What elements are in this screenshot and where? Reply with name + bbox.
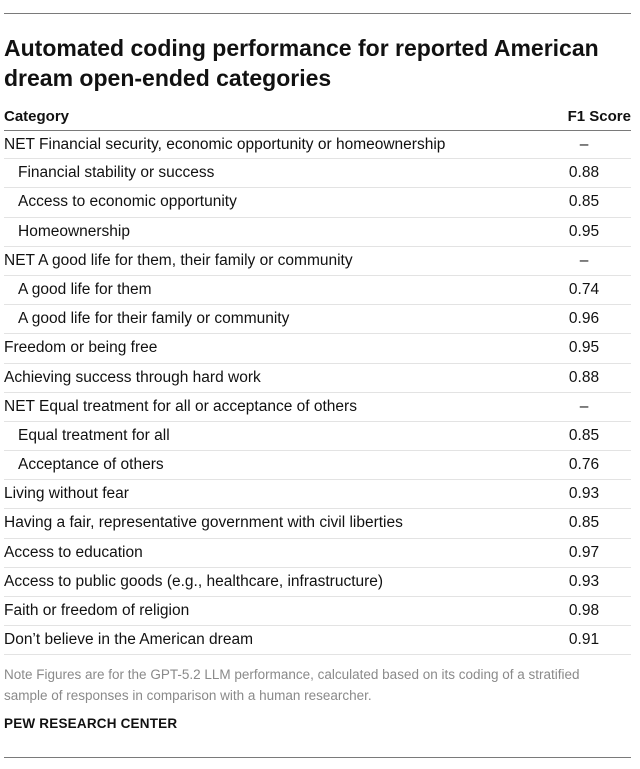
top-divider: [4, 13, 631, 14]
table-row: NET Financial security, economic opportu…: [4, 130, 631, 160]
table-row: Access to education 0.97: [4, 539, 631, 568]
row-category: Living without fear: [4, 485, 129, 503]
row-score: 0.95: [568, 339, 600, 357]
row-score: 0.88: [568, 368, 600, 386]
row-score: 0.98: [568, 602, 600, 619]
row-score: 0.85: [568, 193, 600, 211]
table-row: A good life for their family or communit…: [4, 305, 631, 335]
table-row: Freedom or being free 0.95: [4, 334, 631, 364]
row-score: –: [579, 397, 589, 415]
table-row: Faith or freedom of religion 0.98: [4, 597, 631, 627]
table-row: Access to public goods (e.g., healthcare…: [4, 568, 631, 597]
table-row: Financial stability or success 0.88: [4, 159, 631, 189]
row-category: Homeownership: [18, 222, 130, 240]
row-category: A good life for them: [18, 280, 152, 298]
header-score: F1 Score: [567, 108, 631, 125]
table-row: Having a fair, representative government…: [4, 509, 631, 539]
table-body: NET Financial security, economic opportu…: [4, 130, 631, 656]
table-row: Access to economic opportunity 0.85: [4, 188, 631, 218]
table-row: Equal treatment for all 0.85: [4, 422, 631, 452]
row-category: Access to education: [4, 543, 143, 561]
row-score: 0.85: [568, 426, 600, 444]
row-category: Access to economic opportunity: [18, 193, 237, 211]
table-row: NET Equal treatment for all or acceptanc…: [4, 393, 631, 422]
table-row: NET A good life for them, their family o…: [4, 247, 631, 276]
table-row: Living without fear 0.93: [4, 480, 631, 510]
row-category: Freedom or being free: [4, 339, 158, 357]
row-score: 0.93: [568, 572, 600, 590]
source-credit: PEW RESEARCH CENTER: [4, 716, 178, 731]
table-row: Homeownership 0.95: [4, 218, 631, 247]
table-row: Achieving success through hard work 0.88: [4, 364, 631, 393]
row-score: 0.88: [568, 164, 600, 182]
row-category: Financial stability or success: [18, 164, 215, 182]
row-score: 0.76: [568, 456, 600, 474]
row-score: 0.74: [568, 280, 600, 298]
bottom-divider: [4, 757, 631, 758]
row-category: Achieving success through hard work: [4, 368, 261, 386]
row-category: Acceptance of others: [18, 456, 164, 474]
figure-title: Automated coding performance for reporte…: [4, 35, 599, 91]
row-category: Faith or freedom of religion: [4, 602, 190, 619]
row-score: 0.93: [568, 485, 600, 503]
table-row: Don’t believe in the American dream 0.91: [4, 626, 631, 656]
figure-note: Note Figures are for the GPT-5.2 LLM per…: [4, 667, 580, 703]
table-row: Acceptance of others 0.76: [4, 451, 631, 481]
row-category: Don’t believe in the American dream: [4, 631, 253, 649]
row-category: A good life for their family or communit…: [18, 310, 290, 328]
row-score: 0.97: [568, 543, 600, 561]
row-score: 0.91: [568, 631, 600, 649]
row-category: Equal treatment for all: [18, 426, 170, 444]
row-category: NET Equal treatment for all or acceptanc…: [4, 397, 357, 415]
row-score: –: [579, 251, 589, 269]
row-score: 0.85: [568, 514, 600, 532]
header-category: Category: [4, 108, 70, 125]
table-row: A good life for them 0.74: [4, 276, 631, 306]
table-header: Category F1 Score: [4, 108, 631, 128]
row-category: Access to public goods (e.g., healthcare…: [4, 572, 384, 590]
row-score: 0.96: [568, 310, 600, 328]
row-category: Having a fair, representative government…: [4, 514, 403, 532]
row-category: NET Financial security, economic opportu…: [4, 136, 446, 153]
row-category: NET A good life for them, their family o…: [4, 251, 353, 269]
row-score: –: [579, 136, 589, 153]
row-score: 0.95: [568, 222, 600, 240]
